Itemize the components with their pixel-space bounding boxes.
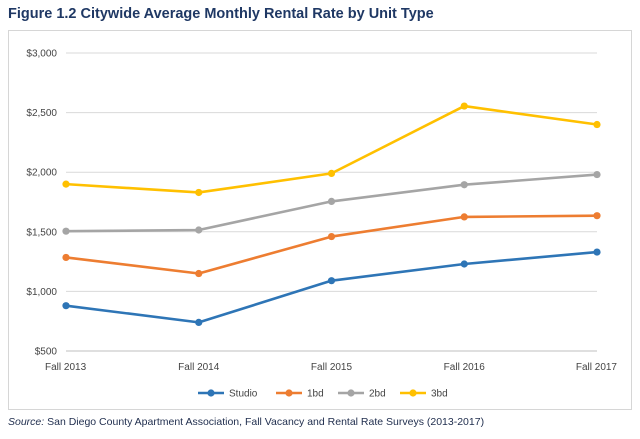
legend-item-1bd: 1bd (276, 389, 324, 400)
data-point (327, 197, 336, 206)
legend: Studio 1bd 2bd 3bd (198, 389, 448, 400)
data-point (593, 248, 601, 256)
data-point (327, 277, 336, 285)
y-axis-ticks: $500 $1,000 $1,500 $2,000 $2,500 $3,000 (26, 49, 57, 358)
x-tick-label: Fall 2016 (444, 362, 486, 373)
legend-label: 2bd (369, 389, 386, 400)
x-tick-label: Fall 2015 (311, 362, 353, 373)
data-point (62, 180, 70, 188)
series-line (64, 214, 599, 275)
y-tick-label: $2,500 (26, 108, 57, 119)
data-point (327, 169, 336, 177)
source-text: San Diego County Apartment Association, … (44, 416, 485, 428)
data-point (593, 212, 601, 220)
series-3bd (62, 102, 601, 197)
data-point (195, 188, 203, 197)
data-point (460, 260, 468, 268)
legend-item-studio: Studio (198, 389, 258, 400)
y-tick-label: $1,000 (26, 287, 57, 298)
source-note: Source: San Diego County Apartment Assoc… (8, 416, 484, 428)
x-tick-label: Fall 2013 (45, 362, 87, 373)
series-line (64, 250, 599, 324)
y-tick-label: $500 (35, 347, 58, 358)
data-point (195, 226, 203, 234)
legend-marker (347, 389, 355, 397)
series-2bd (62, 170, 601, 235)
legend-label: 1bd (307, 389, 324, 400)
legend-marker (207, 389, 215, 397)
legend-marker (285, 389, 293, 397)
x-axis-ticks: Fall 2013 Fall 2014 Fall 2015 Fall 2016 Fall… (45, 362, 617, 373)
legend-marker (409, 389, 417, 397)
series-1bd (62, 212, 601, 278)
legend-label: Studio (229, 389, 258, 400)
source-label: Source: (8, 416, 45, 428)
chart-title: Figure 1.2 Citywide Average Monthly Rent… (8, 6, 434, 22)
series-lines (62, 102, 601, 326)
data-point (62, 302, 70, 310)
legend-item-3bd: 3bd (400, 389, 448, 400)
data-point (62, 253, 70, 262)
data-point (62, 227, 70, 235)
x-tick-label: Fall 2017 (576, 362, 618, 373)
data-point (593, 170, 601, 179)
legend-label: 3bd (431, 389, 448, 400)
data-point (460, 102, 468, 110)
legend-item-2bd: 2bd (338, 389, 386, 400)
data-point (327, 232, 336, 241)
y-tick-label: $3,000 (26, 49, 57, 60)
data-point (460, 213, 468, 221)
data-point (195, 269, 203, 278)
data-point (593, 120, 601, 129)
y-tick-label: $1,500 (26, 227, 57, 238)
data-point (195, 318, 203, 326)
data-point (460, 181, 468, 189)
chart-frame (8, 30, 632, 410)
x-tick-label: Fall 2014 (178, 362, 220, 373)
series-studio (62, 248, 601, 326)
y-tick-label: $2,000 (26, 168, 57, 179)
